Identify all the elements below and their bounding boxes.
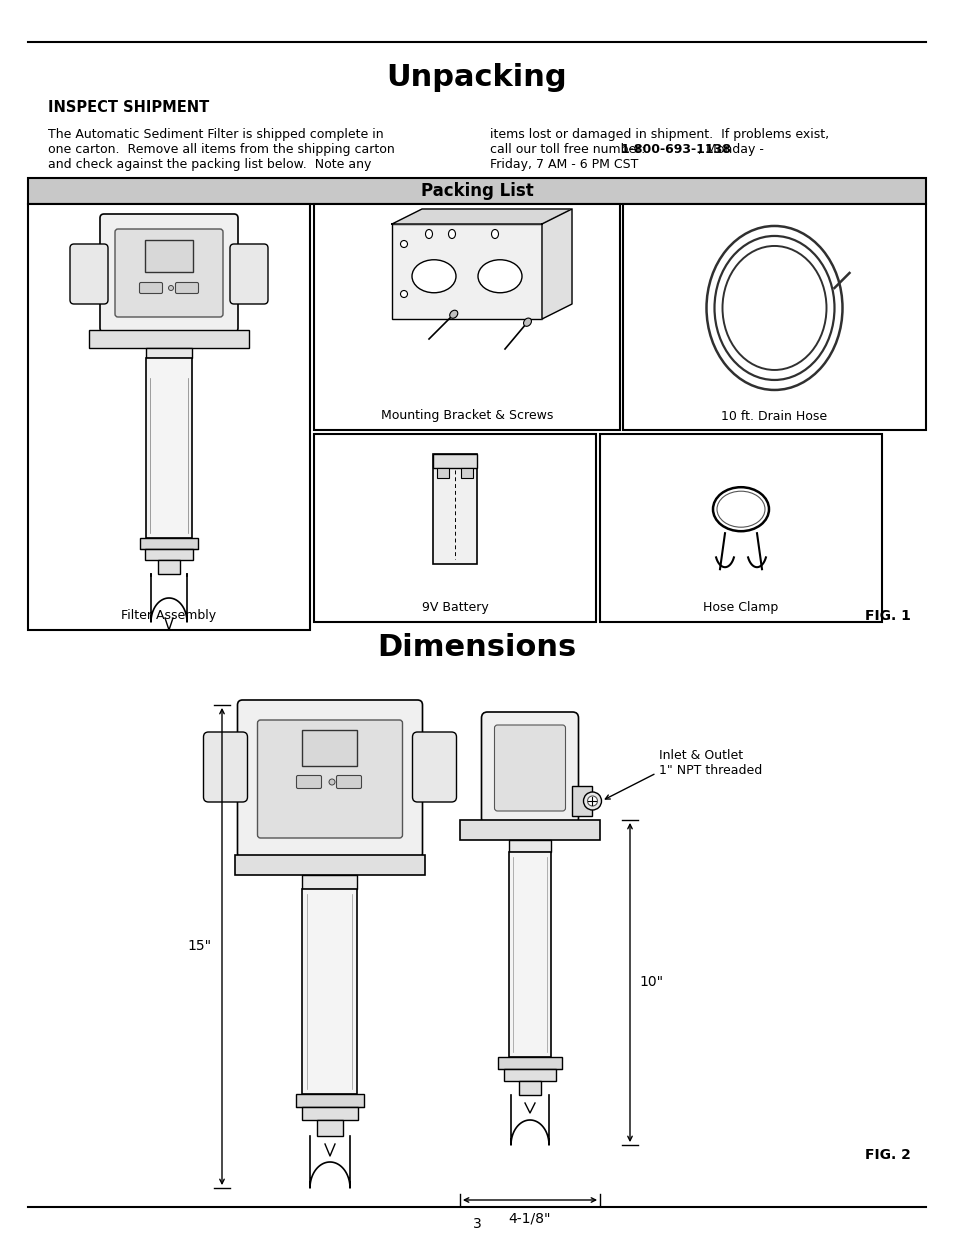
Bar xyxy=(497,1057,561,1070)
Text: The Automatic Sediment Filter is shipped complete in: The Automatic Sediment Filter is shipped… xyxy=(48,128,383,141)
Text: , Monday -: , Monday - xyxy=(698,143,763,156)
Ellipse shape xyxy=(587,797,597,806)
FancyBboxPatch shape xyxy=(412,732,456,802)
Bar xyxy=(145,240,193,272)
Ellipse shape xyxy=(448,230,455,238)
FancyBboxPatch shape xyxy=(296,776,321,788)
Text: call our toll free number:: call our toll free number: xyxy=(490,143,649,156)
Ellipse shape xyxy=(583,792,601,810)
Text: 10 ft. Drain Hose: 10 ft. Drain Hose xyxy=(720,410,826,422)
Bar xyxy=(460,468,473,478)
Bar xyxy=(302,730,357,766)
Bar xyxy=(316,1120,343,1136)
Bar xyxy=(392,224,541,319)
FancyBboxPatch shape xyxy=(230,245,268,304)
Ellipse shape xyxy=(491,230,498,238)
Text: Filter Assembly: Filter Assembly xyxy=(121,610,216,622)
Ellipse shape xyxy=(169,285,173,290)
Bar xyxy=(433,454,476,564)
Text: 3: 3 xyxy=(472,1216,481,1231)
Bar xyxy=(503,1070,556,1081)
FancyBboxPatch shape xyxy=(175,283,198,294)
Ellipse shape xyxy=(329,779,335,785)
Bar xyxy=(140,538,198,550)
Polygon shape xyxy=(541,209,572,319)
Text: 15": 15" xyxy=(188,940,212,953)
Bar xyxy=(572,785,592,816)
Ellipse shape xyxy=(400,241,407,247)
Text: and check against the packing list below.  Note any: and check against the packing list below… xyxy=(48,158,371,170)
Bar xyxy=(622,204,925,430)
Bar xyxy=(302,876,357,889)
Bar xyxy=(234,855,424,876)
Text: Mounting Bracket & Screws: Mounting Bracket & Screws xyxy=(380,410,553,422)
Bar xyxy=(433,454,476,468)
FancyBboxPatch shape xyxy=(100,214,237,332)
Text: Packing List: Packing List xyxy=(420,182,533,200)
Ellipse shape xyxy=(425,230,432,238)
Bar xyxy=(146,348,192,358)
Bar xyxy=(28,178,925,204)
Bar xyxy=(302,889,357,1094)
Text: Hose Clamp: Hose Clamp xyxy=(702,601,778,615)
Polygon shape xyxy=(392,209,572,224)
Text: Inlet & Outlet
1" NPT threaded: Inlet & Outlet 1" NPT threaded xyxy=(659,748,762,777)
Bar xyxy=(459,820,599,840)
Text: 4-1/8": 4-1/8" xyxy=(508,1212,551,1225)
Text: Unpacking: Unpacking xyxy=(386,63,567,93)
FancyBboxPatch shape xyxy=(481,713,578,824)
Ellipse shape xyxy=(449,310,457,319)
FancyBboxPatch shape xyxy=(70,245,108,304)
Text: INSPECT SHIPMENT: INSPECT SHIPMENT xyxy=(48,100,209,116)
FancyBboxPatch shape xyxy=(139,283,162,294)
Text: FIG. 2: FIG. 2 xyxy=(864,1149,910,1162)
Bar xyxy=(518,1081,540,1095)
Ellipse shape xyxy=(523,319,531,326)
Bar xyxy=(314,433,596,622)
Ellipse shape xyxy=(400,290,407,298)
Bar xyxy=(314,204,619,430)
FancyBboxPatch shape xyxy=(237,700,422,858)
Bar xyxy=(599,433,882,622)
Bar xyxy=(28,204,310,630)
FancyBboxPatch shape xyxy=(115,228,223,317)
Text: Dimensions: Dimensions xyxy=(377,634,576,662)
Text: items lost or damaged in shipment.  If problems exist,: items lost or damaged in shipment. If pr… xyxy=(490,128,828,141)
Bar xyxy=(436,468,449,478)
Bar xyxy=(509,840,551,852)
Text: FIG. 1: FIG. 1 xyxy=(864,609,910,622)
FancyBboxPatch shape xyxy=(494,725,565,811)
FancyBboxPatch shape xyxy=(203,732,247,802)
Bar xyxy=(302,1107,357,1120)
Bar xyxy=(158,559,180,574)
Bar xyxy=(509,852,551,1057)
Text: one carton.  Remove all items from the shipping carton: one carton. Remove all items from the sh… xyxy=(48,143,395,156)
Bar xyxy=(145,550,193,559)
Ellipse shape xyxy=(412,259,456,293)
Text: 9V Battery: 9V Battery xyxy=(421,601,488,615)
FancyBboxPatch shape xyxy=(336,776,361,788)
FancyBboxPatch shape xyxy=(257,720,402,839)
Ellipse shape xyxy=(477,259,521,293)
Text: 1-800-693-1138: 1-800-693-1138 xyxy=(620,143,731,156)
Bar xyxy=(89,330,249,348)
Text: 10": 10" xyxy=(639,976,663,989)
Bar xyxy=(295,1094,364,1107)
Bar xyxy=(146,358,192,538)
Text: Friday, 7 AM - 6 PM CST: Friday, 7 AM - 6 PM CST xyxy=(490,158,638,170)
